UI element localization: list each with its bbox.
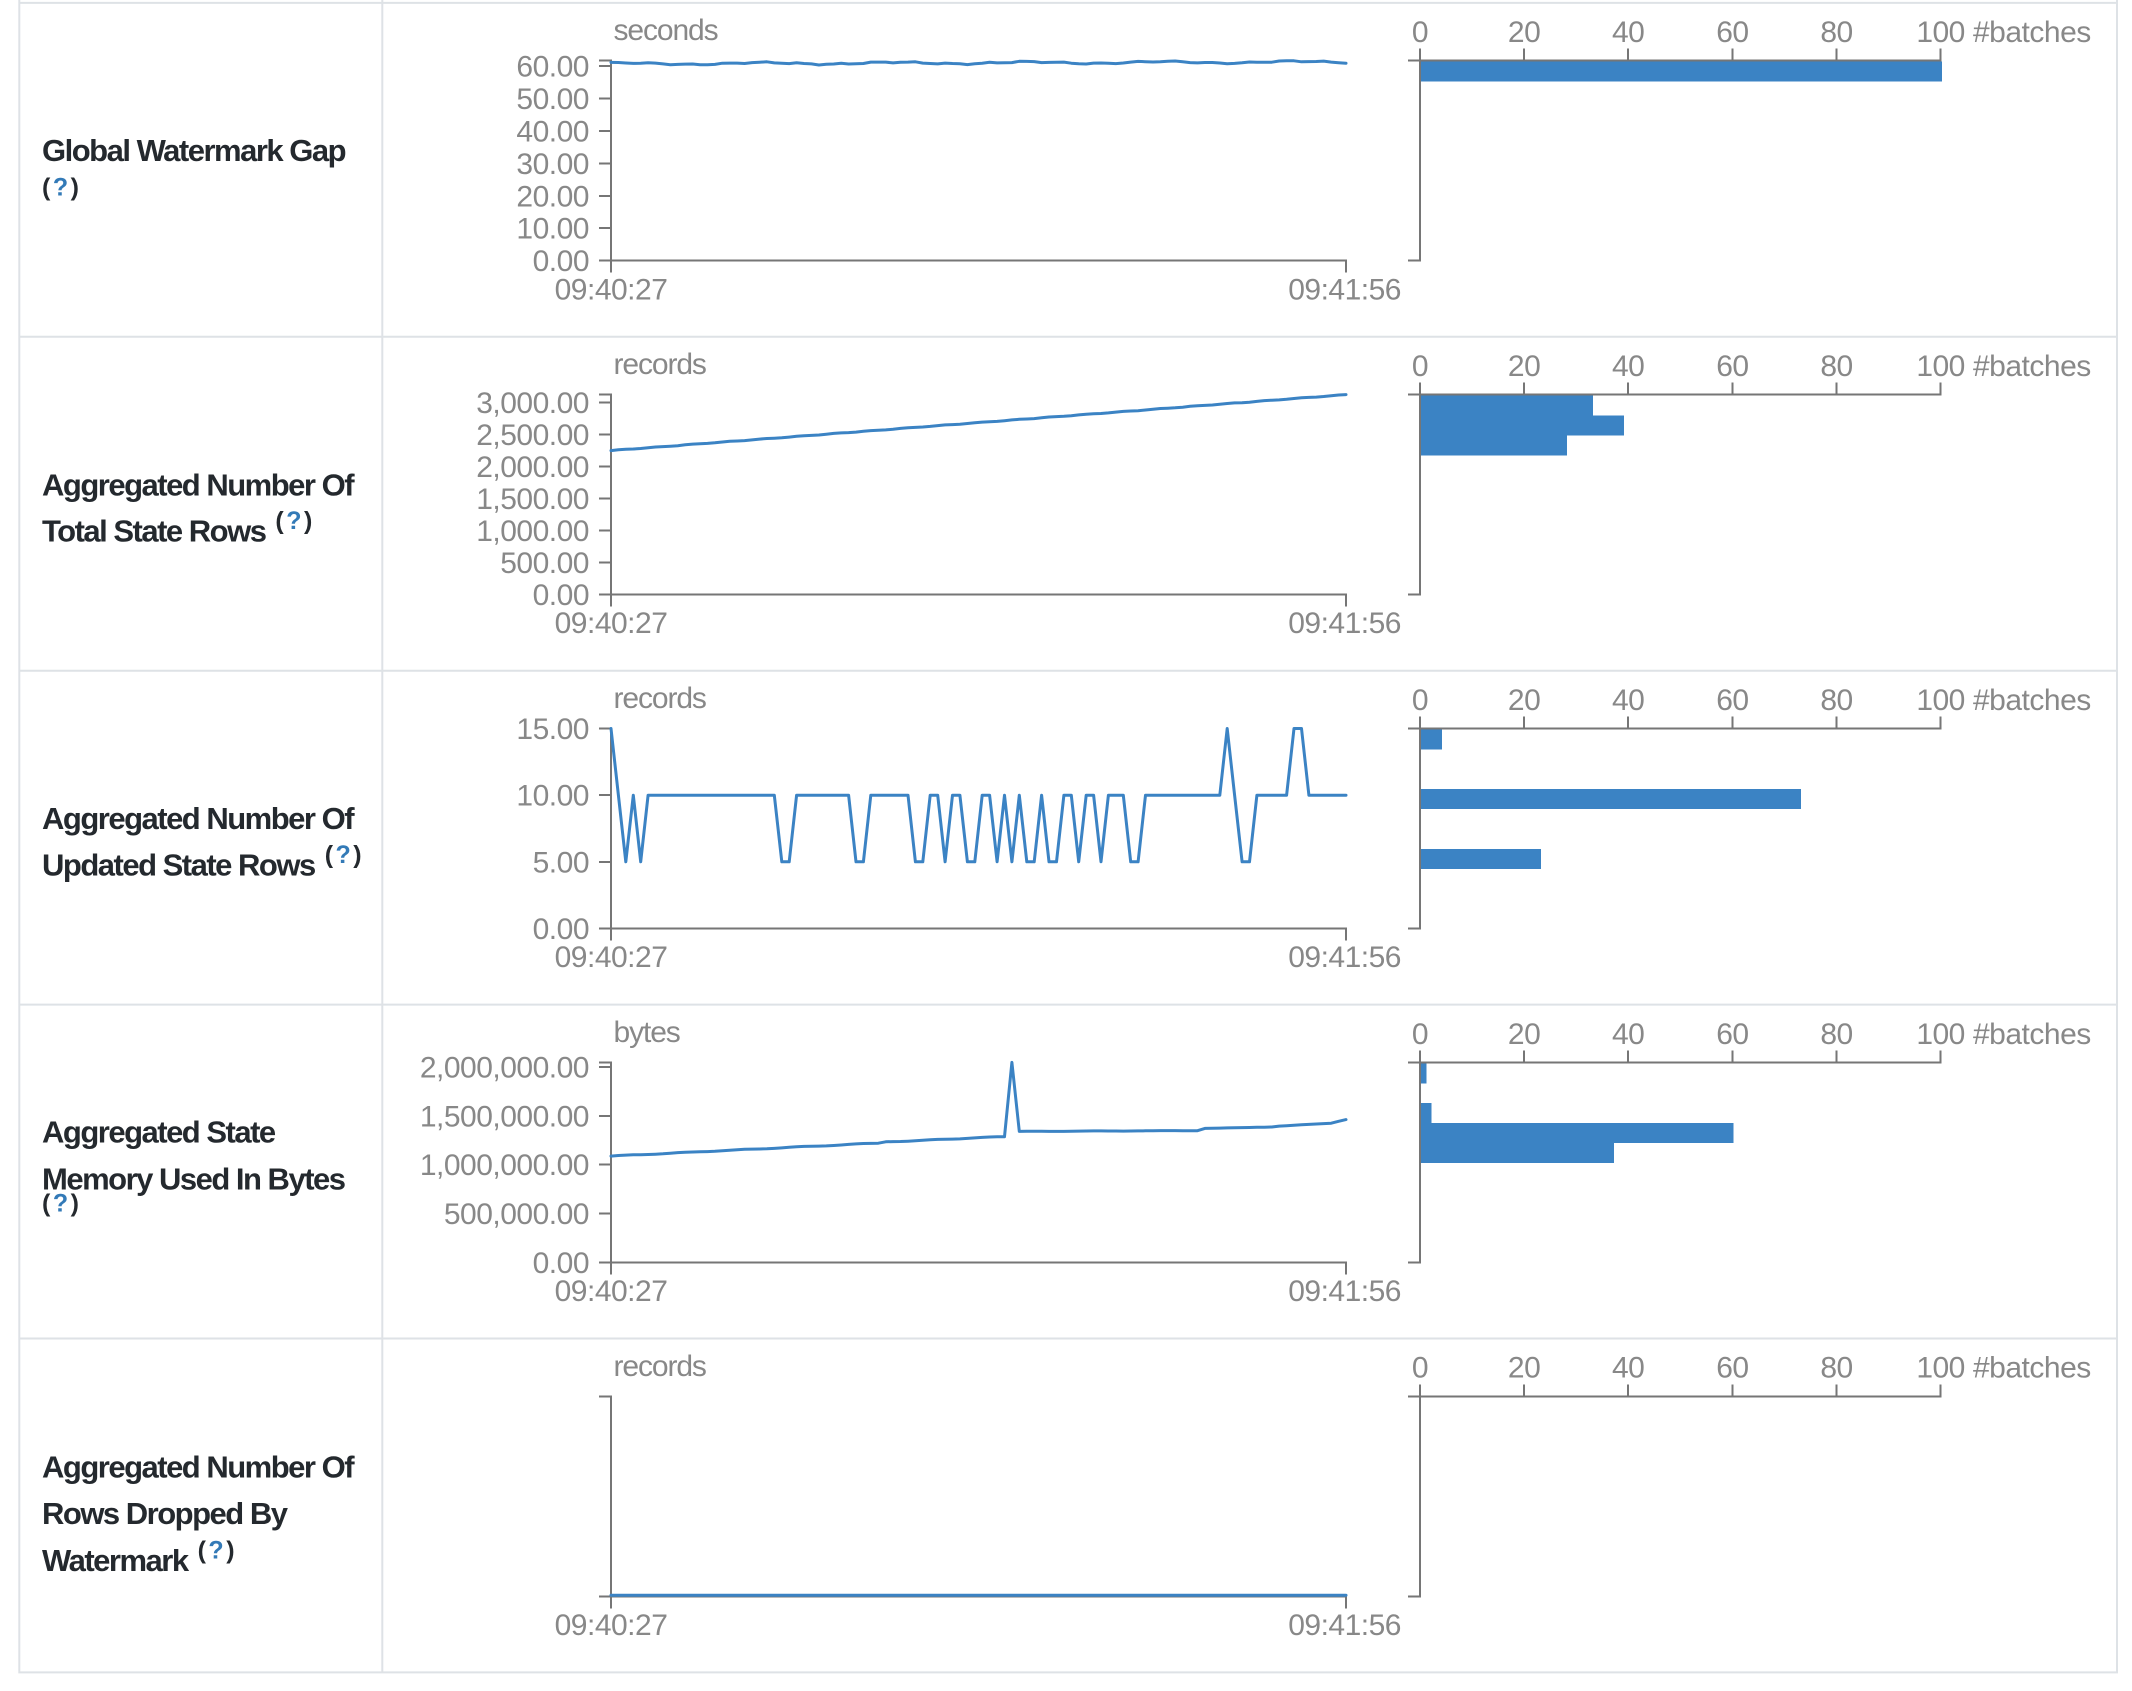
svg-text:Aggregated Number Of: Aggregated Number Of	[42, 467, 355, 502]
svg-text:10.00: 10.00	[516, 780, 589, 813]
svg-text:#batches: #batches	[1973, 350, 2091, 383]
svg-text:80: 80	[1820, 350, 1852, 383]
svg-text:80: 80	[1820, 16, 1852, 49]
svg-text:Global Watermark Gap: Global Watermark Gap	[42, 133, 346, 168]
svg-text:records: records	[614, 348, 706, 381]
svg-text:60: 60	[1716, 1352, 1748, 1385]
svg-text:0: 0	[1412, 1018, 1428, 1051]
svg-text:Total State Rows: Total State Rows	[42, 514, 266, 549]
svg-text:(?): (?)	[198, 1536, 237, 1564]
svg-text:0: 0	[1412, 684, 1428, 717]
svg-text:Memory Used In Bytes: Memory Used In Bytes	[42, 1162, 345, 1197]
svg-text:09:41:56: 09:41:56	[1288, 273, 1401, 306]
svg-text:(?): (?)	[275, 507, 314, 535]
svg-text:#batches: #batches	[1973, 1018, 2091, 1051]
svg-text:0.00: 0.00	[533, 1247, 589, 1280]
svg-text:40: 40	[1612, 1352, 1644, 1385]
svg-text:100: 100	[1916, 16, 1965, 49]
svg-text:20: 20	[1508, 1352, 1540, 1385]
svg-text:bytes: bytes	[614, 1016, 680, 1049]
svg-text:1,000.00: 1,000.00	[476, 515, 589, 548]
svg-text:20: 20	[1508, 16, 1540, 49]
svg-text:Aggregated State: Aggregated State	[42, 1115, 276, 1150]
svg-text:50.00: 50.00	[516, 83, 589, 116]
svg-text:20.00: 20.00	[516, 180, 589, 213]
svg-text:0.00: 0.00	[533, 245, 589, 278]
svg-text:100: 100	[1916, 350, 1965, 383]
svg-text:60: 60	[1716, 350, 1748, 383]
svg-text:15.00: 15.00	[516, 713, 589, 746]
svg-text:80: 80	[1820, 1352, 1852, 1385]
svg-text:60: 60	[1716, 684, 1748, 717]
svg-text:09:41:56: 09:41:56	[1288, 941, 1401, 974]
svg-text:0.00: 0.00	[533, 913, 589, 946]
svg-text:#batches: #batches	[1973, 16, 2091, 49]
svg-text:40: 40	[1612, 350, 1644, 383]
svg-text:seconds: seconds	[614, 14, 718, 47]
svg-text:09:40:27: 09:40:27	[555, 607, 668, 640]
svg-text:1,000,000.00: 1,000,000.00	[420, 1149, 589, 1182]
svg-text:80: 80	[1820, 1018, 1852, 1051]
svg-text:Aggregated Number Of: Aggregated Number Of	[42, 1450, 355, 1485]
svg-text:30.00: 30.00	[516, 148, 589, 181]
svg-text:09:40:27: 09:40:27	[555, 1275, 668, 1308]
svg-text:#batches: #batches	[1973, 1352, 2091, 1385]
svg-text:100: 100	[1916, 684, 1965, 717]
svg-text:0: 0	[1412, 1352, 1428, 1385]
svg-text:3,000.00: 3,000.00	[476, 387, 589, 420]
svg-text:2,500.00: 2,500.00	[476, 419, 589, 452]
svg-text:Updated State Rows: Updated State Rows	[42, 848, 315, 883]
svg-text:2,000.00: 2,000.00	[476, 451, 589, 484]
svg-text:(?): (?)	[325, 841, 364, 869]
svg-text:500.00: 500.00	[500, 547, 589, 580]
svg-text:60: 60	[1716, 1018, 1748, 1051]
svg-text:(?): (?)	[42, 1190, 81, 1218]
svg-text:09:41:56: 09:41:56	[1288, 607, 1401, 640]
svg-text:40: 40	[1612, 16, 1644, 49]
svg-text:records: records	[614, 1350, 706, 1383]
svg-text:500,000.00: 500,000.00	[444, 1198, 589, 1231]
svg-text:1,500.00: 1,500.00	[476, 483, 589, 516]
svg-text:5.00: 5.00	[533, 846, 589, 879]
svg-text:20: 20	[1508, 350, 1540, 383]
svg-text:2,000,000.00: 2,000,000.00	[420, 1052, 589, 1085]
svg-text:100: 100	[1916, 1018, 1965, 1051]
svg-text:20: 20	[1508, 684, 1540, 717]
svg-text:40.00: 40.00	[516, 115, 589, 148]
svg-text:records: records	[614, 682, 706, 715]
svg-text:100: 100	[1916, 1352, 1965, 1385]
svg-text:Watermark: Watermark	[42, 1543, 190, 1578]
svg-text:09:40:27: 09:40:27	[555, 1609, 668, 1642]
svg-text:10.00: 10.00	[516, 213, 589, 246]
svg-text:09:40:27: 09:40:27	[555, 941, 668, 974]
svg-text:0: 0	[1412, 16, 1428, 49]
svg-text:09:40:27: 09:40:27	[555, 273, 668, 306]
svg-text:(?): (?)	[42, 174, 81, 202]
svg-text:09:41:56: 09:41:56	[1288, 1275, 1401, 1308]
svg-text:80: 80	[1820, 684, 1852, 717]
svg-text:0: 0	[1412, 350, 1428, 383]
svg-text:20: 20	[1508, 1018, 1540, 1051]
svg-text:60: 60	[1716, 16, 1748, 49]
svg-text:40: 40	[1612, 1018, 1644, 1051]
svg-text:0.00: 0.00	[533, 579, 589, 612]
svg-text:40: 40	[1612, 684, 1644, 717]
svg-text:1,500,000.00: 1,500,000.00	[420, 1100, 589, 1133]
svg-text:09:41:56: 09:41:56	[1288, 1609, 1401, 1642]
svg-text:#batches: #batches	[1973, 684, 2091, 717]
svg-text:Aggregated Number Of: Aggregated Number Of	[42, 801, 355, 836]
svg-text:60.00: 60.00	[516, 50, 589, 83]
svg-text:Rows Dropped By: Rows Dropped By	[42, 1496, 289, 1531]
